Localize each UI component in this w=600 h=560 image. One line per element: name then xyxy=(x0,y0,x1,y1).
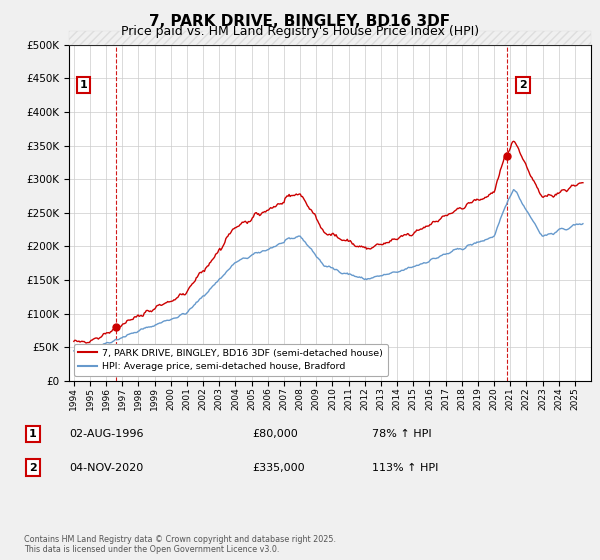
Legend: 7, PARK DRIVE, BINGLEY, BD16 3DF (semi-detached house), HPI: Average price, semi: 7, PARK DRIVE, BINGLEY, BD16 3DF (semi-d… xyxy=(74,344,388,376)
Text: 2: 2 xyxy=(519,80,527,90)
Text: 1: 1 xyxy=(80,80,88,90)
Text: 7, PARK DRIVE, BINGLEY, BD16 3DF: 7, PARK DRIVE, BINGLEY, BD16 3DF xyxy=(149,14,451,29)
Text: £80,000: £80,000 xyxy=(252,429,298,439)
Text: 113% ↑ HPI: 113% ↑ HPI xyxy=(372,463,439,473)
Text: 04-NOV-2020: 04-NOV-2020 xyxy=(69,463,143,473)
Text: 2: 2 xyxy=(29,463,37,473)
Text: 1: 1 xyxy=(29,429,37,439)
Text: £335,000: £335,000 xyxy=(252,463,305,473)
Text: Price paid vs. HM Land Registry's House Price Index (HPI): Price paid vs. HM Land Registry's House … xyxy=(121,25,479,38)
Text: 02-AUG-1996: 02-AUG-1996 xyxy=(69,429,143,439)
Text: Contains HM Land Registry data © Crown copyright and database right 2025.
This d: Contains HM Land Registry data © Crown c… xyxy=(24,535,336,554)
Text: 78% ↑ HPI: 78% ↑ HPI xyxy=(372,429,431,439)
